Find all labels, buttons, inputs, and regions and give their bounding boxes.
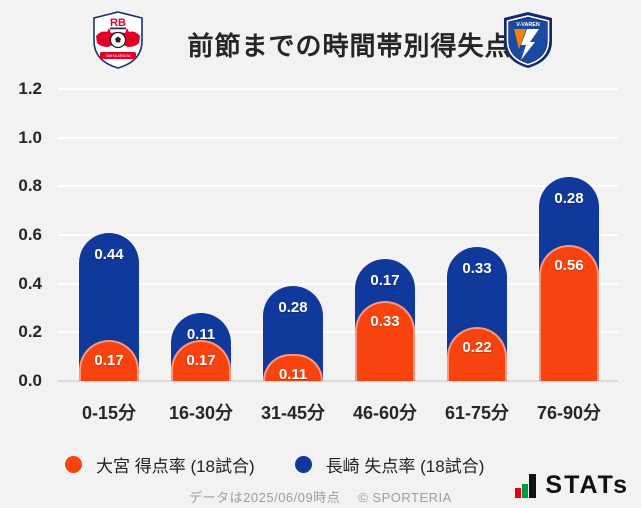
x-axis-label-3: 46-60分 bbox=[352, 403, 418, 423]
gridline-1.0 bbox=[58, 136, 618, 139]
value-label-omiya: 0.11 bbox=[278, 366, 308, 384]
svg-text:RB: RB bbox=[110, 17, 126, 29]
y-tick-label: 0.8 bbox=[18, 176, 42, 196]
x-axis-label-5: 76-90分 bbox=[536, 403, 602, 423]
y-tick-label: 0.4 bbox=[18, 273, 42, 293]
legend-label-omiya: 大宮 得点率 (18試合) bbox=[96, 457, 255, 476]
x-axis-label-2: 31-45分 bbox=[260, 403, 326, 423]
bar-chart-icon bbox=[515, 474, 537, 498]
legend-item-omiya: 大宮 得点率 (18試合) bbox=[65, 452, 255, 477]
nagasaki-color-dot-icon bbox=[294, 456, 312, 473]
legend-item-nagasaki: 長崎 失点率 (18試合) bbox=[294, 452, 485, 477]
copyright: © SPORTERIA bbox=[358, 490, 452, 505]
value-label-nagasaki: 0.33 bbox=[462, 260, 492, 278]
gridline-0.6 bbox=[58, 234, 618, 236]
value-label-nagasaki: 0.17 bbox=[370, 272, 400, 290]
x-axis-label-0: 0-15分 bbox=[81, 403, 137, 423]
bar-omiya-3: 0.33 bbox=[355, 300, 415, 381]
value-label-omiya: 0.56 bbox=[554, 256, 584, 274]
value-label-omiya: 0.22 bbox=[462, 339, 492, 357]
bar-omiya-4: 0.22 bbox=[447, 327, 507, 381]
value-label-omiya: 0.17 bbox=[94, 351, 124, 369]
value-label-nagasaki: 0.28 bbox=[278, 299, 308, 317]
y-tick-label: 0.2 bbox=[18, 322, 42, 342]
value-label-nagasaki: 0.44 bbox=[94, 245, 124, 263]
value-label-omiya: 0.17 bbox=[186, 351, 216, 369]
y-tick-label: 1.0 bbox=[18, 127, 42, 147]
v-varen-nagasaki-crest-icon: V-VAREN bbox=[504, 12, 552, 68]
gridline-0.2 bbox=[58, 331, 618, 334]
legend: 大宮 得点率 (18試合) 長崎 失点率 (18試合) bbox=[65, 452, 484, 477]
x-axis-label-4: 61-75分 bbox=[444, 403, 510, 423]
rb-omiya-crest-icon: RB OMIYA ARDIJA bbox=[93, 11, 143, 69]
data-date-note: データは2025/06/09時点 bbox=[189, 490, 341, 505]
gridline-0.8 bbox=[58, 185, 618, 188]
gridline-1.2 bbox=[58, 88, 618, 90]
y-tick-label: 0.6 bbox=[18, 225, 42, 244]
x-axis-label-1: 16-30分 bbox=[168, 403, 234, 423]
gridline-0.4 bbox=[58, 282, 618, 285]
omiya-color-dot-icon bbox=[65, 456, 82, 473]
y-tick-label: 1.2 bbox=[18, 79, 42, 98]
bar-omiya-1: 0.17 bbox=[171, 339, 231, 381]
value-label-omiya: 0.33 bbox=[370, 312, 400, 330]
stats-brand-logo: STATs bbox=[515, 473, 629, 498]
bar-omiya-5: 0.56 bbox=[539, 244, 599, 381]
page-title: 前節までの時間帯別得失点率 bbox=[187, 31, 539, 61]
value-label-nagasaki: 0.11 bbox=[186, 325, 216, 343]
svg-text:V-VAREN: V-VAREN bbox=[516, 22, 540, 28]
svg-text:OMIYA ARDIJA: OMIYA ARDIJA bbox=[106, 54, 131, 58]
footer-note: データは2025/06/09時点 © SPORTERIA bbox=[0, 487, 641, 506]
legend-label-nagasaki: 長崎 失点率 (18試合) bbox=[325, 457, 485, 476]
brand-wordmark: STATs bbox=[545, 471, 629, 499]
y-tick-label: 0.0 bbox=[18, 371, 42, 390]
gridline-0.0 bbox=[58, 380, 618, 382]
value-label-nagasaki: 0.28 bbox=[554, 189, 584, 207]
